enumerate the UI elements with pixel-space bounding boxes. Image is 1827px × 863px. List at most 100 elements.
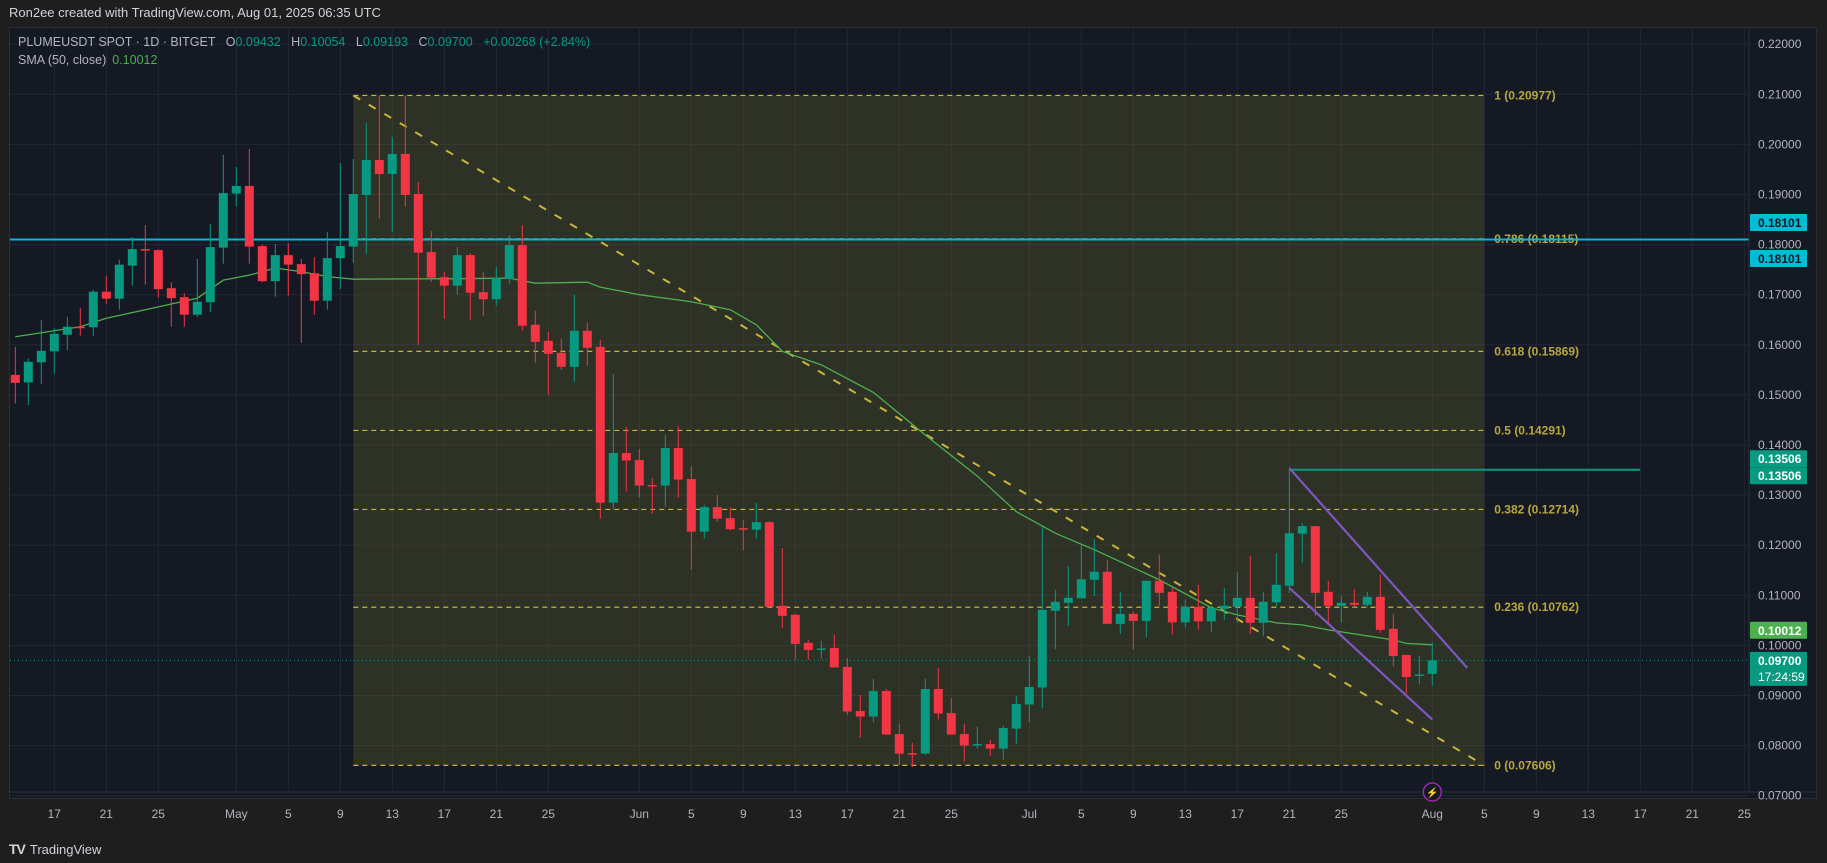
candle-body: [985, 744, 995, 749]
candle: [920, 678, 930, 755]
candle: [1089, 539, 1099, 596]
price-tick-label: 0.19000: [1758, 188, 1802, 202]
candle-body: [10, 374, 20, 383]
candle-body: [1362, 596, 1372, 605]
candle-body: [1310, 526, 1320, 593]
candle: [296, 259, 306, 343]
candle: [1310, 526, 1320, 616]
candle-body: [374, 159, 384, 174]
price-axis[interactable]: 0.22000 0.21000 0.20000 0.19000 0.18000 0.170…: [1758, 37, 1802, 803]
candle: [647, 478, 657, 514]
date-tick-label: 21: [893, 807, 907, 821]
sma-line: [15, 267, 1433, 646]
price-tick-label: 0.22000: [1758, 37, 1802, 51]
candle: [465, 253, 475, 320]
candle: [985, 739, 995, 756]
high-label: H: [291, 35, 301, 49]
plot-area[interactable]: 1 (0.20977)0.786 (0.18115)0.618 (0.15869…: [10, 88, 1749, 772]
candle: [322, 232, 332, 310]
candle-body: [1037, 609, 1047, 688]
candle-body: [1076, 579, 1086, 599]
candle-body: [491, 278, 501, 300]
candle-body: [751, 522, 761, 530]
candle-body: [127, 249, 137, 266]
candle-body: [504, 245, 514, 280]
candle-body: [673, 448, 683, 480]
symbol-legend[interactable]: PLUMEUSDT SPOT · 1D · BITGET O0.09432 H0…: [18, 35, 590, 49]
date-tick-label: 25: [1738, 807, 1752, 821]
candle-body: [166, 288, 176, 299]
candle: [1050, 589, 1060, 650]
candle: [1154, 554, 1164, 606]
candle-body: [803, 642, 813, 650]
candle-body: [634, 460, 644, 486]
price-tick-label: 0.09000: [1758, 689, 1802, 703]
candle-body: [75, 326, 85, 329]
price-label-text: 0.18101: [1758, 252, 1802, 266]
candle-body: [413, 193, 423, 253]
candle-body: [1297, 526, 1307, 534]
price-label-text: 0.10012: [1758, 624, 1802, 638]
candle-body: [36, 350, 46, 363]
candle-body: [1284, 533, 1294, 586]
candle-body: [192, 301, 202, 315]
price-label-text: 0.18101: [1758, 216, 1802, 230]
indicator-legend[interactable]: SMA (50, close) 0.10012: [18, 53, 157, 67]
date-tick-label: 17: [1231, 807, 1245, 821]
candle: [1180, 599, 1190, 628]
candle-body: [1336, 602, 1346, 606]
fib-level-label: 0 (0.07606): [1494, 758, 1555, 772]
candle-body: [49, 333, 59, 352]
time-axis[interactable]: 17 21 25 May 5 9 13 17 21 25 Jun 5 9 13 17 21 25 Jul 5 9 13 1…: [48, 807, 1752, 821]
date-tick-label: Jul: [1022, 807, 1037, 821]
candle-body: [153, 250, 163, 290]
candle-body: [725, 518, 735, 530]
candle-body: [1414, 674, 1424, 676]
candle: [881, 688, 891, 735]
candle-body: [1115, 613, 1125, 624]
price-label-badge: 0.13506: [1750, 467, 1807, 485]
candle: [842, 657, 852, 715]
candle-body: [595, 346, 605, 503]
price-label-badge: 0.09700 17:24:59: [1750, 651, 1807, 686]
footer-branding[interactable]: TV TradingView: [9, 841, 101, 857]
price-tick-label: 0.14000: [1758, 438, 1802, 452]
candle: [1102, 559, 1112, 624]
candle-body: [842, 666, 852, 712]
candle: [1323, 580, 1333, 625]
candle: [764, 521, 774, 608]
candle-body: [569, 330, 579, 367]
candle: [946, 698, 956, 735]
candle-body: [530, 324, 540, 342]
date-tick-label: 5: [1481, 807, 1488, 821]
candle-body: [777, 605, 787, 616]
candle: [504, 235, 514, 284]
candle-body: [608, 453, 618, 503]
date-tick-label: 21: [1283, 807, 1297, 821]
candle-body: [1388, 628, 1398, 656]
candle: [751, 503, 761, 539]
candle: [1167, 587, 1177, 635]
candle: [686, 466, 696, 570]
candle-body: [478, 292, 488, 300]
candle: [582, 322, 592, 366]
fib-level-label: 0.5 (0.14291): [1494, 423, 1565, 437]
candle-body: [114, 264, 124, 299]
candle-body: [452, 255, 462, 286]
candle-body: [712, 507, 722, 519]
chart-panel[interactable]: [9, 27, 1817, 799]
candle-body: [439, 277, 449, 286]
candle: [790, 613, 800, 660]
candle: [88, 289, 98, 336]
price-tick-label: 0.11000: [1758, 588, 1801, 602]
price-tick-label: 0.17000: [1758, 288, 1802, 302]
price-label-badge: 0.13506: [1750, 450, 1807, 468]
brand-name: TradingView: [29, 841, 102, 857]
candle-body: [1180, 606, 1190, 623]
candle-body: [556, 352, 566, 367]
price-tick-label: 0.13000: [1758, 488, 1802, 502]
candle-body: [959, 734, 969, 746]
candle: [1063, 566, 1073, 626]
candle-body: [361, 159, 371, 196]
